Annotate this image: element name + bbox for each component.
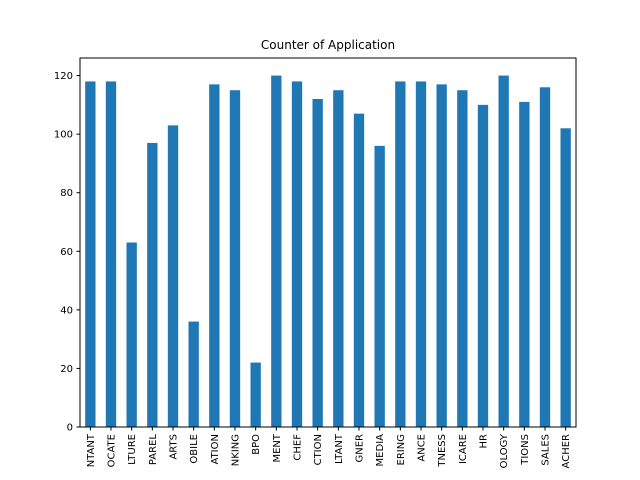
bar: [291, 81, 303, 428]
x-tick-label: CTION: [313, 434, 324, 465]
bar: [188, 321, 199, 427]
y-tick-label: 120: [54, 71, 73, 82]
x-tick-label: SALES: [541, 434, 552, 466]
x-tick-label: HR: [479, 434, 490, 449]
bars-group: [85, 75, 571, 428]
bar: [519, 101, 530, 428]
bar: [229, 90, 241, 428]
bar: [374, 145, 385, 428]
bar: [477, 104, 489, 428]
bar: [167, 125, 179, 428]
bar: [353, 113, 365, 427]
x-tick-label: CHEF: [293, 434, 304, 461]
x-tick-label: LTANT: [334, 433, 345, 464]
bar: [560, 128, 571, 428]
bar: [85, 81, 96, 428]
x-tick-label: ERING: [396, 434, 407, 465]
y-tick-label: 80: [60, 188, 73, 199]
y-tick-label: 60: [60, 247, 73, 258]
y-tick-label: 20: [60, 364, 73, 375]
bar: [105, 81, 117, 428]
x-tick-label: PAREL: [148, 434, 159, 465]
x-tick-label: OCATE: [107, 434, 118, 467]
x-tick-label: MEDIA: [375, 434, 386, 467]
bar: [457, 90, 468, 428]
bar: [147, 142, 158, 427]
x-tick-label: ICARE: [458, 434, 469, 464]
x-tick-label: MENT: [272, 433, 283, 462]
bar: [498, 75, 509, 427]
x-tick-label: LTURE: [127, 434, 138, 465]
bar: [209, 84, 220, 428]
x-tick-label: NTANT: [86, 433, 97, 467]
x-tick-label: ACHER: [561, 434, 572, 468]
x-tick-label: ARTS: [169, 434, 180, 460]
x-tick-label: ANCE: [417, 434, 428, 462]
x-tick-label: GNER: [355, 434, 366, 463]
bar: [415, 81, 427, 428]
bar: [126, 242, 137, 427]
x-tick-label: OBILE: [189, 434, 200, 464]
x-axis-ticks: NTANT OCATE LTURE PAREL ARTS OBILE ATION NKING B…: [86, 427, 572, 468]
y-tick-label: 40: [60, 305, 73, 316]
bar: [312, 99, 323, 427]
x-tick-label: TNESS: [437, 434, 448, 468]
y-axis-ticks: 0 20 40 60 80 100 120: [54, 71, 80, 434]
bar: [271, 75, 282, 427]
x-tick-label: OLOGY: [499, 433, 510, 468]
y-tick-label: 100: [54, 130, 73, 141]
chart-title: Counter of Application: [261, 38, 395, 52]
x-tick-label: ATION: [210, 434, 221, 464]
x-tick-label: NKING: [231, 434, 242, 466]
bar: [436, 84, 447, 428]
bar: [333, 90, 344, 428]
x-tick-label: TIONS: [520, 434, 531, 466]
bar: [539, 87, 551, 427]
plot-frame: [79, 57, 577, 428]
bar: [250, 362, 261, 427]
y-tick-label: 0: [67, 423, 73, 434]
x-tick-label: BPO: [251, 434, 262, 455]
bar: [395, 81, 406, 428]
